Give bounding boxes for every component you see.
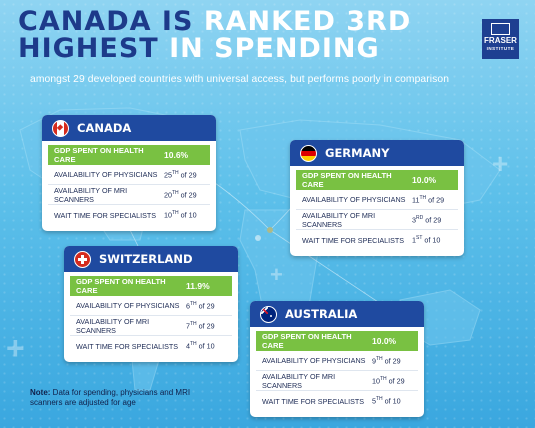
fraser-institute-logo: FRASER INSTITUTE: [482, 19, 519, 59]
table-row: WAIT TIME FOR SPECIALISTS 1ST of 10: [296, 230, 458, 250]
table-row: AVAILABILITY OF MRI SCANNERS 20TH of 29: [48, 185, 210, 205]
gdp-row: GDP SPENT ON HEALTH CARE 11.9%: [70, 276, 232, 296]
row-rank: 1ST of 10: [412, 235, 441, 245]
card-header: GERMANY: [290, 140, 464, 166]
row-rank: 7TH of 29: [186, 320, 215, 331]
row-label: WAIT TIME FOR SPECIALISTS: [54, 210, 157, 220]
table-row: WAIT TIME FOR SPECIALISTS 5TH of 10: [256, 391, 418, 411]
card-header: CANADA: [42, 115, 216, 141]
gdp-label: GDP SPENT ON HEALTH CARE: [76, 277, 166, 295]
title-line1-b: RANKED 3RD: [203, 6, 412, 37]
row-label: AVAILABILITY OF PHYSICIANS: [54, 170, 158, 179]
plus-decoration-icon: +: [270, 262, 283, 287]
card-australia: AUSTRALIA GDP SPENT ON HEALTH CARE 10.0%…: [250, 301, 424, 417]
canada-flag-icon: [52, 119, 69, 137]
gdp-row: GDP SPENT ON HEALTH CARE 10.0%: [256, 331, 418, 351]
table-row: AVAILABILITY OF MRI SCANNERS 10TH of 29: [256, 371, 418, 391]
table-row: AVAILABILITY OF PHYSICIANS 6TH of 29: [70, 296, 232, 316]
country-name: AUSTRALIA: [285, 307, 358, 321]
card-germany: GERMANY GDP SPENT ON HEALTH CARE 10.0% A…: [290, 140, 464, 256]
switzerland-flag-icon: [74, 250, 91, 268]
row-label: AVAILABILITY OF PHYSICIANS: [302, 195, 406, 204]
row-rank: 20TH of 29: [164, 189, 197, 200]
row-label: AVAILABILITY OF MRI SCANNERS: [302, 210, 376, 229]
country-name: CANADA: [77, 121, 132, 135]
row-rank: 6TH of 29: [186, 300, 215, 311]
row-label: AVAILABILITY OF PHYSICIANS: [76, 301, 180, 310]
gdp-value: 10.0%: [372, 336, 397, 346]
row-label: WAIT TIME FOR SPECIALISTS: [76, 341, 179, 351]
plus-decoration-icon: +: [492, 148, 509, 179]
table-row: WAIT TIME FOR SPECIALISTS 10TH of 10: [48, 205, 210, 225]
germany-flag-icon: [300, 144, 317, 162]
footnote-label: Note:: [30, 388, 51, 397]
gdp-row: GDP SPENT ON HEALTH CARE 10.6%: [48, 145, 210, 165]
row-label: AVAILABILITY OF MRI SCANNERS: [262, 371, 336, 390]
row-rank: 5TH of 10: [372, 396, 401, 406]
logo-flag-icon: [491, 23, 510, 35]
row-rank: 25TH of 29: [164, 169, 197, 180]
card-switzerland: SWITZERLAND GDP SPENT ON HEALTH CARE 11.…: [64, 246, 238, 362]
australia-flag-icon: [260, 305, 277, 323]
plus-decoration-icon: +: [6, 330, 25, 366]
card-header: AUSTRALIA: [250, 301, 424, 327]
row-label: WAIT TIME FOR SPECIALISTS: [262, 396, 365, 406]
title-line1-a: CANADA IS: [18, 6, 204, 37]
row-rank: 11TH of 29: [412, 194, 445, 205]
table-row: AVAILABILITY OF PHYSICIANS 25TH of 29: [48, 165, 210, 185]
footnote-text: Data for spending, physicians and MRI sc…: [30, 388, 191, 407]
table-row: AVAILABILITY OF MRI SCANNERS 3RD of 29: [296, 210, 458, 230]
gdp-value: 11.9%: [186, 281, 210, 291]
table-row: AVAILABILITY OF MRI SCANNERS 7TH of 29: [70, 316, 232, 336]
footnote: Note: Data for spending, physicians and …: [30, 388, 215, 408]
table-row: AVAILABILITY OF PHYSICIANS 9TH of 29: [256, 351, 418, 371]
row-rank: 9TH of 29: [372, 355, 401, 366]
row-rank: 4TH of 10: [186, 341, 215, 351]
card-canada: CANADA GDP SPENT ON HEALTH CARE 10.6% AV…: [42, 115, 216, 231]
card-header: SWITZERLAND: [64, 246, 238, 272]
row-label: AVAILABILITY OF MRI SCANNERS: [54, 185, 128, 204]
row-label: AVAILABILITY OF PHYSICIANS: [262, 356, 366, 365]
title-line2-a: HIGHEST: [18, 33, 170, 64]
title-line2-b: IN SPENDING: [169, 33, 380, 64]
row-rank: 10TH of 10: [164, 210, 197, 220]
subtitle: amongst 29 developed countries with univ…: [30, 74, 450, 85]
gdp-label: GDP SPENT ON HEALTH CARE: [302, 171, 392, 189]
map-pin-icon: [267, 227, 273, 233]
gdp-label: GDP SPENT ON HEALTH CARE: [54, 146, 144, 164]
row-rank: 10TH of 29: [372, 375, 405, 386]
country-name: SWITZERLAND: [99, 252, 193, 266]
gdp-row: GDP SPENT ON HEALTH CARE 10.0%: [296, 170, 458, 190]
country-name: GERMANY: [325, 146, 390, 160]
row-rank: 3RD of 29: [412, 214, 442, 225]
row-label: AVAILABILITY OF MRI SCANNERS: [76, 316, 150, 335]
gdp-value: 10.0%: [412, 175, 437, 185]
logo-line1: FRASER: [484, 36, 517, 45]
logo-line2: INSTITUTE: [486, 46, 515, 51]
table-row: AVAILABILITY OF PHYSICIANS 11TH of 29: [296, 190, 458, 210]
gdp-label: GDP SPENT ON HEALTH CARE: [262, 332, 352, 350]
gdp-value: 10.6%: [164, 150, 189, 160]
row-label: WAIT TIME FOR SPECIALISTS: [302, 235, 405, 245]
table-row: WAIT TIME FOR SPECIALISTS 4TH of 10: [70, 336, 232, 356]
page-title: CANADA IS RANKED 3RD HIGHEST IN SPENDING: [18, 8, 411, 62]
